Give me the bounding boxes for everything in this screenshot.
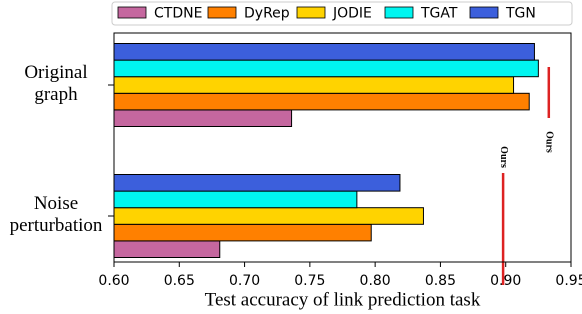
bar [113,109,293,128]
legend-label: TGN [505,6,536,22]
bar [113,223,372,242]
bar [113,43,535,61]
legend-label: CTDNE [154,6,202,22]
legend-swatch [117,6,147,19]
plot-frame [113,32,572,263]
legend-swatch [469,6,499,19]
legend-swatch [384,6,414,19]
y-tick-label: Original graph [24,62,87,105]
legend-label: TGAT [420,6,458,22]
x-tick-label: 0.75 [294,273,325,289]
bar [113,190,358,209]
bar [113,76,515,94]
x-tick-label: 0.95 [555,273,582,289]
x-tick-label: 0.90 [490,273,521,289]
x-tick-label: 0.60 [98,273,129,289]
x-tick-label: 0.85 [425,273,456,289]
x-axis-label: Test accuracy of link prediction task [205,289,481,310]
y-tick-label: Noise perturbation [10,193,103,236]
x-tick-label: 0.65 [164,273,195,289]
bar [113,240,221,258]
bar [113,92,530,111]
bar [113,59,539,78]
legend-swatch [296,6,326,19]
legend-label: DyRep [244,6,290,22]
legend-label: JODIE [332,6,372,22]
legend-swatch [207,6,237,19]
annotation-label: Ours [544,131,555,153]
x-tick-label: 0.70 [229,273,260,289]
annotation-label: Ours [498,146,509,168]
x-tick-label: 0.80 [360,273,391,289]
bar [113,174,401,192]
bar [113,207,424,225]
